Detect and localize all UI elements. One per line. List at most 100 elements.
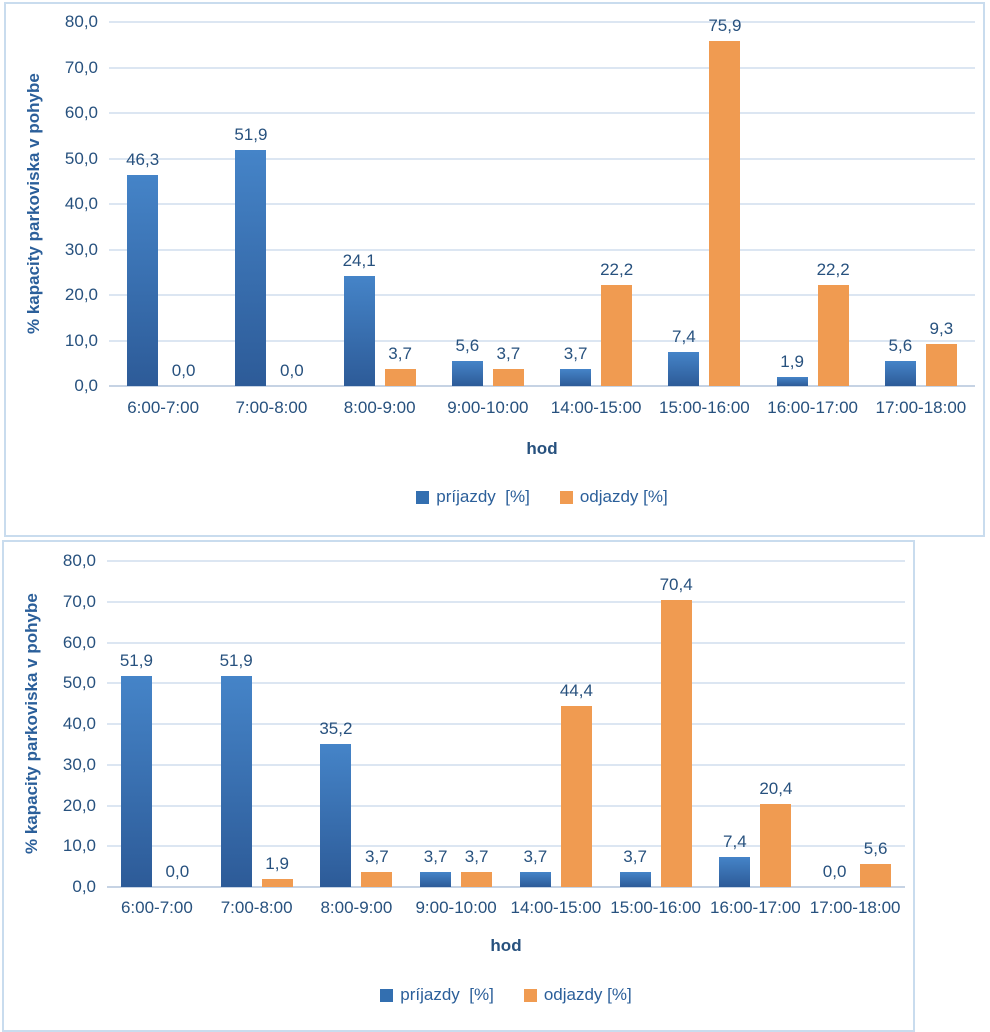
x-axis-category-labels: 6:00-7:00 7:00-8:00 8:00-9:00 9:00-10:00 14:… bbox=[107, 898, 905, 918]
gridline bbox=[107, 804, 905, 807]
bar-prijazdy: 7,4 bbox=[719, 832, 751, 887]
chart-bottom-parking-movement: % kapacity parkoviska v pohybe 80,0 70,0 6… bbox=[2, 540, 915, 1032]
x-tick-label: 14:00-15:00 bbox=[510, 898, 602, 917]
legend-item-odjazdy: odjazdy [%] bbox=[523, 985, 632, 1005]
x-tick-label: 14:00-15:00 bbox=[550, 398, 642, 417]
y-tick-label: 50,0 bbox=[62, 673, 96, 693]
gridline bbox=[109, 66, 975, 69]
bar-prijazdy: 1,9 bbox=[776, 352, 808, 386]
y-tick-label: 70,0 bbox=[64, 57, 98, 77]
bar-groups: 51,9 0,0 51,9 1,9 35,2 3,7 3,7 3,7 3,7 44,4 3,7 70,… bbox=[107, 561, 905, 887]
category-group: 5,6 9,3 bbox=[867, 22, 975, 386]
data-label: 22,2 bbox=[816, 260, 850, 279]
data-label: 20,4 bbox=[759, 778, 793, 798]
y-tick-label: 20,0 bbox=[64, 285, 98, 304]
data-label: 75,9 bbox=[708, 15, 742, 35]
data-label: 44,4 bbox=[559, 681, 593, 701]
bar-odjazdy: 75,9 bbox=[708, 16, 741, 386]
gridline bbox=[109, 21, 975, 23]
data-label: 9,3 bbox=[929, 318, 954, 338]
x-tick-label: 8:00-9:00 bbox=[320, 898, 393, 917]
legend-label: odjazdy [%] bbox=[543, 985, 632, 1004]
gridline bbox=[109, 339, 975, 342]
data-label: 0,0 bbox=[280, 361, 304, 380]
y-axis-title: % kapacity parkoviska v pohybe bbox=[24, 73, 43, 335]
bar-odjazdy: 3,7 bbox=[384, 344, 416, 386]
category-group: 51,9 0,0 bbox=[107, 561, 207, 887]
gridline bbox=[107, 560, 905, 562]
chart-top-parking-movement: % kapacity parkoviska v pohybe 80,0 70,0 6… bbox=[4, 2, 985, 537]
x-tick-label: 6:00-7:00 bbox=[120, 898, 193, 917]
y-tick-label: 70,0 bbox=[62, 591, 96, 611]
x-axis-category-labels: 6:00-7:00 7:00-8:00 8:00-9:00 9:00-10:00 14:… bbox=[109, 398, 975, 418]
bar-odjazdy: 20,4 bbox=[759, 779, 792, 887]
data-label: 0,0 bbox=[822, 862, 847, 881]
bar-prijazdy: 51,9 bbox=[120, 651, 153, 887]
category-group: 3,7 44,4 bbox=[506, 561, 606, 887]
x-axis-line bbox=[109, 385, 975, 387]
data-label: 0,0 bbox=[171, 361, 196, 380]
x-tick-label: 17:00-18:00 bbox=[875, 398, 967, 417]
plot-area: 80,0 70,0 60,0 50,0 40,0 30,0 20,0 10,0 0,0 46,3 0… bbox=[65, 12, 975, 395]
x-tick-label: 6:00-7:00 bbox=[127, 398, 200, 417]
category-group: 51,9 0,0 bbox=[217, 22, 325, 386]
data-label: 3,7 bbox=[423, 846, 448, 866]
gridline bbox=[109, 248, 975, 251]
bar-prijazdy: 51,9 bbox=[220, 651, 253, 887]
y-tick-label: 80,0 bbox=[62, 551, 96, 570]
category-group: 0,0 5,6 bbox=[805, 561, 905, 887]
category-group: 5,6 3,7 bbox=[434, 22, 542, 386]
y-tick-label: 10,0 bbox=[64, 330, 98, 350]
bar-prijazdy: 3,7 bbox=[519, 847, 551, 887]
bar-prijazdy: 3,7 bbox=[619, 847, 651, 887]
y-tick-label: 0,0 bbox=[72, 877, 96, 896]
bar-odjazdy: 22,2 bbox=[600, 260, 633, 386]
x-tick-label: 16:00-17:00 bbox=[767, 398, 858, 417]
data-label: 5,6 bbox=[455, 335, 480, 355]
data-label: 51,9 bbox=[234, 124, 268, 144]
data-label: 3,7 bbox=[464, 846, 489, 866]
bar-prijazdy: 3,7 bbox=[560, 344, 592, 386]
bar-prijazdy: 5,6 bbox=[451, 336, 483, 386]
category-group: 35,2 3,7 bbox=[307, 561, 407, 887]
y-tick-label: 0,0 bbox=[74, 376, 98, 395]
legend-item-odjazdy: odjazdy [%] bbox=[559, 487, 668, 507]
data-label: 1,9 bbox=[780, 352, 804, 372]
gridline bbox=[107, 763, 905, 766]
data-label: 3,7 bbox=[623, 846, 647, 866]
data-label: 5,6 bbox=[863, 839, 888, 859]
y-tick-label: 20,0 bbox=[62, 795, 96, 815]
y-tick-label: 30,0 bbox=[62, 754, 96, 774]
bar-prijazdy: 51,9 bbox=[234, 125, 267, 386]
y-tick-label: 50,0 bbox=[64, 148, 98, 168]
x-tick-label: 7:00-8:00 bbox=[235, 398, 308, 417]
gridline bbox=[107, 723, 905, 725]
x-tick-label: 15:00-16:00 bbox=[610, 898, 701, 917]
x-tick-label: 17:00-18:00 bbox=[809, 898, 901, 917]
gridline bbox=[109, 203, 975, 205]
data-label: 3,7 bbox=[365, 846, 389, 866]
data-label: 70,4 bbox=[659, 575, 693, 595]
gridline bbox=[107, 600, 905, 603]
category-group: 51,9 1,9 bbox=[207, 561, 307, 887]
gridline bbox=[107, 682, 905, 685]
x-tick-label: 9:00-10:00 bbox=[415, 898, 497, 917]
gridline bbox=[109, 294, 975, 296]
data-label: 22,2 bbox=[600, 260, 634, 279]
y-tick-label: 60,0 bbox=[62, 632, 96, 652]
gridline bbox=[109, 157, 975, 160]
bar-odjazdy: 3,7 bbox=[461, 847, 493, 887]
data-label: 46,3 bbox=[126, 150, 160, 170]
data-label: 7,4 bbox=[672, 327, 696, 347]
data-label: 3,7 bbox=[496, 344, 521, 364]
bar-odjazdy: 5,6 bbox=[860, 839, 892, 887]
bar-odjazdy: 1,9 bbox=[261, 854, 293, 887]
legend: príjazdy [%] odjazdy [%] bbox=[109, 487, 975, 507]
x-axis-title: hod bbox=[526, 439, 558, 458]
bar-prijazdy: 5,6 bbox=[884, 336, 916, 386]
category-group: 3,7 70,4 bbox=[606, 561, 706, 887]
legend-swatch-blue-icon bbox=[416, 490, 430, 504]
x-axis-title: hod bbox=[490, 936, 522, 955]
legend-swatch-blue-icon bbox=[380, 988, 394, 1002]
data-label: 24,1 bbox=[342, 251, 376, 271]
